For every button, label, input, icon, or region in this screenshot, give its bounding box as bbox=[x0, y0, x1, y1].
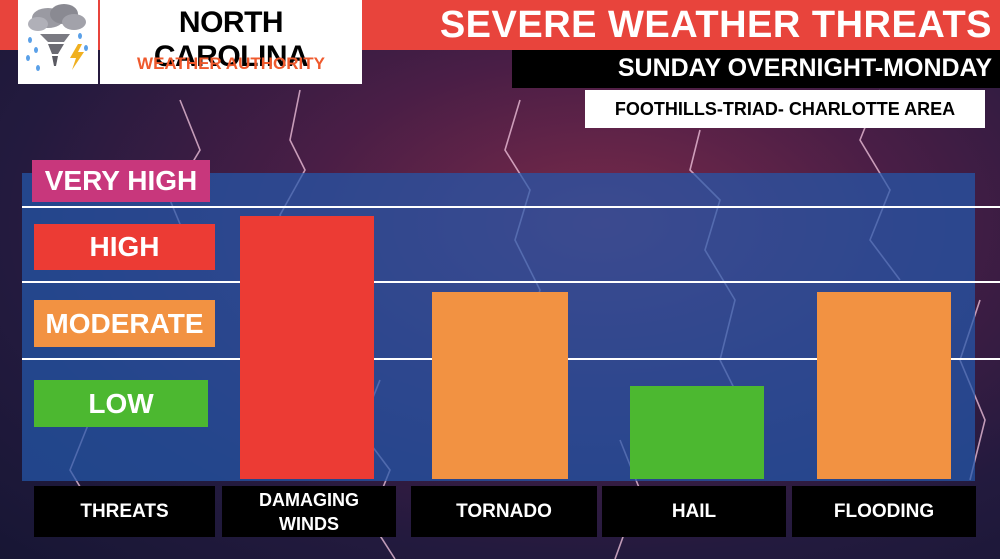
brand-subtitle: WEATHER AUTHORITY bbox=[137, 54, 325, 73]
gridline-very-high bbox=[22, 206, 1000, 208]
logo bbox=[18, 0, 98, 84]
category-label-flooding: FLOODING bbox=[792, 486, 976, 537]
subtitle-bar: SUNDAY OVERNIGHT-MONDAY bbox=[512, 50, 1000, 88]
category-label-tornado: TORNADO bbox=[411, 486, 597, 537]
threats-label: THREATS bbox=[34, 486, 215, 537]
brand-box: NORTH CAROLINA WEATHER AUTHORITY bbox=[100, 0, 362, 84]
area-label: FOOTHILLS-TRIAD- CHARLOTTE AREA bbox=[614, 99, 956, 119]
page-subtitle: SUNDAY OVERNIGHT-MONDAY bbox=[617, 54, 992, 82]
bar-damaging-winds bbox=[240, 216, 374, 479]
level-high-label: HIGH bbox=[34, 224, 215, 270]
level-moderate-label: MODERATE bbox=[34, 300, 215, 347]
storm-tornado-icon bbox=[26, 4, 88, 71]
area-box: FOOTHILLS-TRIAD- CHARLOTTE AREA bbox=[585, 90, 985, 128]
category-label-hail: HAIL bbox=[602, 486, 786, 537]
bar-flooding bbox=[817, 292, 951, 479]
gridline-high bbox=[22, 281, 1000, 283]
brand-title: NORTH CAROLINA bbox=[153, 6, 309, 73]
bar-hail bbox=[630, 386, 764, 479]
category-label-damaging-winds: DAMAGING WINDS bbox=[222, 486, 396, 537]
level-very-high-label: VERY HIGH bbox=[32, 160, 210, 202]
page-title: SEVERE WEATHER THREATS bbox=[439, 4, 992, 46]
bar-tornado bbox=[432, 292, 568, 479]
level-low-label: LOW bbox=[34, 380, 208, 427]
